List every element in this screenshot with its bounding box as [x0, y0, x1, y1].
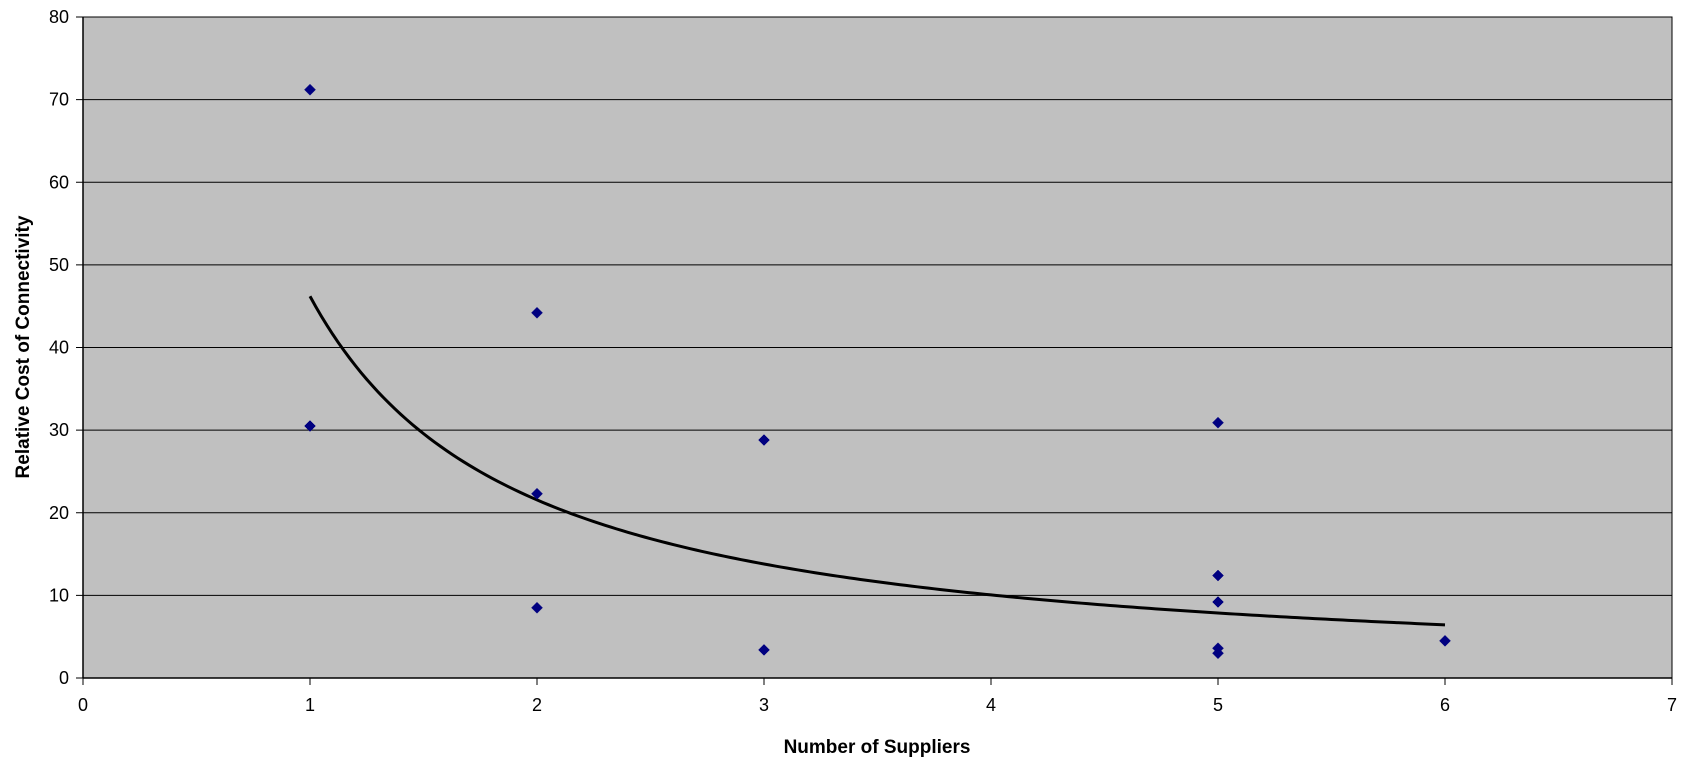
tick-labels: 0 10 20 30 40 50 60 70 80 0 1 2 3 4 5 6 7 — [49, 7, 1677, 715]
y-tick-label: 60 — [49, 172, 69, 192]
x-tick-label: 3 — [759, 695, 769, 715]
axes — [76, 16, 1673, 685]
x-tick-label: 1 — [305, 695, 315, 715]
data-point — [1212, 569, 1224, 582]
data-point — [531, 306, 543, 319]
y-tick-label: 50 — [49, 255, 69, 275]
x-tick-label: 7 — [1667, 695, 1677, 715]
data-point — [1212, 647, 1224, 660]
x-tick-label: 5 — [1213, 695, 1223, 715]
data-point — [1439, 634, 1451, 647]
data-point — [304, 83, 316, 96]
y-tick-label: 70 — [49, 90, 69, 110]
x-axis-title: Number of Suppliers — [784, 737, 971, 758]
y-tick-label: 20 — [49, 503, 69, 523]
data-point — [1212, 596, 1224, 608]
data-point — [758, 644, 770, 656]
trendline-group — [308, 295, 1446, 627]
data-point — [531, 601, 543, 614]
y-tick-label: 10 — [49, 585, 69, 605]
data-point — [304, 420, 316, 432]
data-point — [758, 434, 770, 446]
x-tick-label: 4 — [986, 695, 996, 715]
y-tick-label: 30 — [49, 420, 69, 440]
data-point — [531, 487, 543, 500]
y-tick-label: 0 — [59, 668, 69, 688]
data-point — [1212, 416, 1224, 429]
y-tick-label: 80 — [49, 7, 69, 27]
y-tick-label: 40 — [49, 338, 69, 358]
x-tick-label: 0 — [78, 695, 88, 715]
data-points — [304, 83, 1451, 660]
y-axis-title: Relative Cost of Connectivity — [13, 215, 34, 478]
trendline — [308, 295, 1446, 627]
x-tick-label: 6 — [1440, 695, 1450, 715]
x-tick-label: 2 — [532, 695, 542, 715]
